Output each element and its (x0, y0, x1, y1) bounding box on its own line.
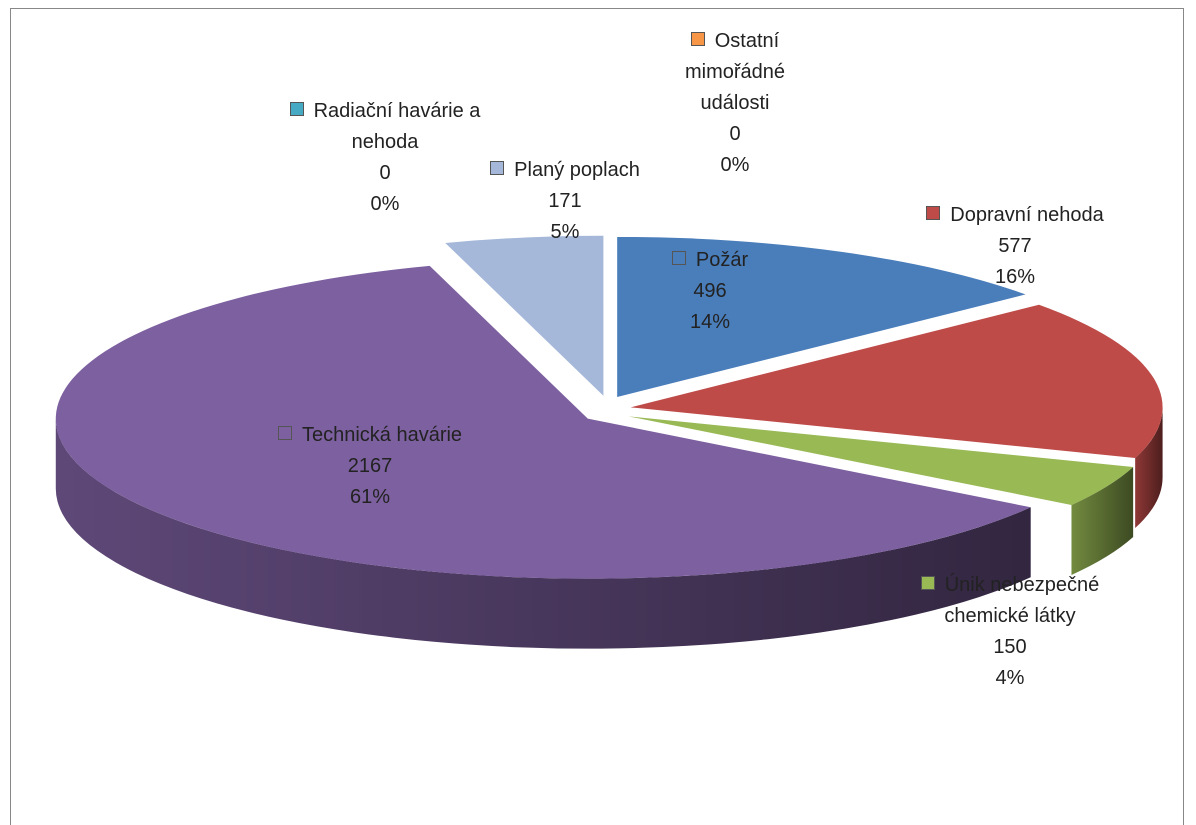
label-name: Technická havárie (220, 420, 520, 451)
label-percent: 61% (349, 486, 391, 508)
legend-swatch (289, 102, 304, 116)
data-label: Požár 496 14% (620, 245, 800, 338)
label-percent: 4% (995, 667, 1025, 689)
label-value: 2167 (347, 455, 393, 477)
slice (630, 304, 1163, 459)
data-label: Technická havárie 2167 61% (220, 420, 520, 513)
label-percent: 5% (550, 221, 580, 243)
label-percent: 14% (689, 311, 731, 333)
data-label: Ostatní mimořádné události 0 0% (660, 26, 810, 181)
slice (445, 235, 604, 396)
label-text: Planý poplach (514, 159, 640, 181)
label-name: Požár (620, 245, 800, 276)
label-name: Radiační havárie a nehoda (275, 96, 495, 158)
legend-swatch (920, 576, 935, 590)
label-text: Únik nebezpečné chemické látky (944, 574, 1100, 627)
slice-side (1135, 407, 1163, 529)
legend-swatch (490, 161, 505, 175)
label-value: 150 (993, 636, 1027, 658)
data-label: Únik nebezpečné chemické látky 150 4% (880, 570, 1140, 694)
label-value: 0 (729, 123, 741, 145)
slice-side (1071, 467, 1134, 575)
chart-frame (10, 8, 1184, 825)
label-text: Požár (695, 249, 749, 271)
label-text: Radiační havárie a nehoda (313, 100, 481, 153)
label-percent: 0% (720, 154, 750, 176)
legend-swatch (671, 251, 686, 265)
label-percent: 0% (370, 193, 400, 215)
label-name: Planý poplach (455, 155, 675, 186)
slice (617, 236, 1026, 397)
label-text: Ostatní mimořádné události (684, 30, 786, 114)
label-value: 577 (998, 235, 1032, 257)
slice-side (55, 418, 1031, 649)
slice (628, 416, 1134, 505)
label-value: 496 (693, 280, 727, 302)
data-label: Planý poplach 171 5% (455, 155, 675, 248)
label-value: 171 (548, 190, 582, 212)
label-percent: 16% (994, 266, 1036, 288)
label-name: Únik nebezpečné chemické látky (880, 570, 1140, 632)
data-label: Dopravní nehoda 577 16% (895, 200, 1135, 293)
slice (55, 265, 1031, 579)
label-text: Technická havárie (301, 424, 463, 446)
legend-swatch (277, 426, 292, 440)
legend-swatch (690, 32, 705, 46)
label-value: 0 (379, 162, 391, 184)
data-label: Radiační havárie a nehoda 0 0% (275, 96, 495, 220)
legend-swatch (926, 206, 941, 220)
label-text: Dopravní nehoda (950, 204, 1104, 226)
label-name: Dopravní nehoda (895, 200, 1135, 231)
label-name: Ostatní mimořádné události (660, 26, 810, 119)
